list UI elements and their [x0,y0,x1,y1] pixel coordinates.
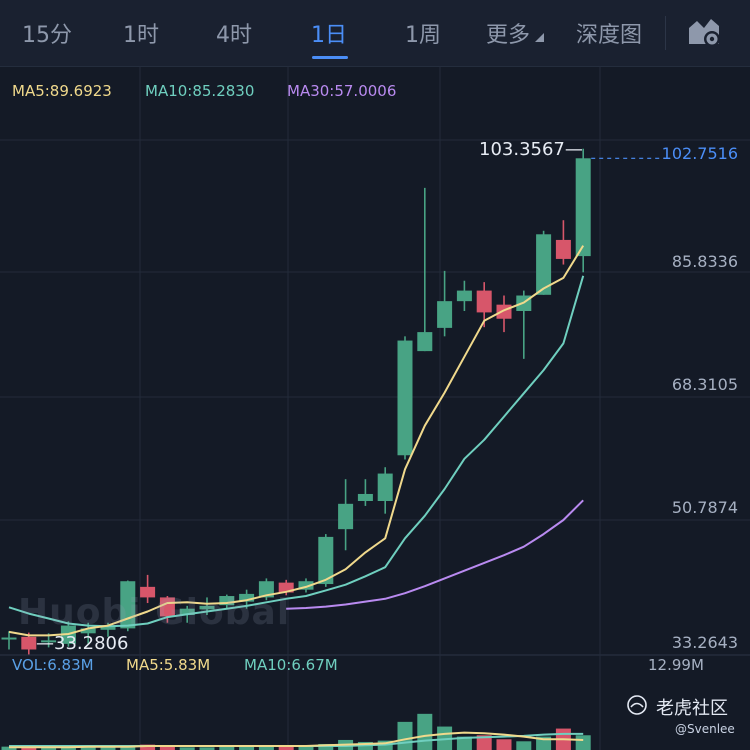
candle-body [456,290,472,302]
volume-bar [397,721,413,750]
tab-depth-chart[interactable]: 深度图 [576,23,643,48]
volume-bar [417,713,433,750]
volume-ma5: MA5:5.83M [126,656,211,674]
volume-bar [456,736,472,750]
candle-body [476,290,492,313]
volume-bar [437,726,453,750]
volume-bar [239,746,255,750]
volume-bar [476,735,492,750]
volume-ma5-line [9,731,584,749]
volume-bar [298,745,314,750]
volume-max-label: 12.99M [648,656,704,674]
volume-bar [516,741,532,750]
tab-1-day[interactable]: 1日 [311,23,347,48]
high-price-value: 103.3567 [479,139,565,160]
tab-15-minutes[interactable]: 15分 [22,23,72,48]
ma30-line [286,499,584,610]
timeframe-tab-bar: 15分 1时 4时 1日 1周 更多 深度图 [0,0,750,67]
candle-body [555,239,571,259]
exchange-watermark: Huobi Global [18,592,291,633]
volume-bar [140,744,156,750]
candle-body [21,636,37,650]
ma30-legend: MA30:57.0006 [287,82,397,100]
candle-body [199,605,215,610]
tab-divider [665,16,666,50]
volume-bar [575,735,591,750]
candle-body [318,536,334,585]
candle-body [575,158,591,257]
candle-body [417,332,433,352]
tab-4-hours[interactable]: 4时 [216,23,252,48]
tab-more[interactable]: 更多 [486,17,545,49]
candle-body [239,593,255,602]
volume-ma10: MA10:6.67M [244,656,338,674]
candle-body [140,586,156,598]
tab-1-hour[interactable]: 1时 [123,23,159,48]
volume-bar [159,745,175,750]
candle-body [258,581,274,598]
volume-bar [80,747,96,750]
high-price-annotation: 103.3567— [479,139,583,160]
price-tick-2: 68.3105 [671,375,738,394]
ma10-line [8,275,585,628]
volume-bar [199,747,215,750]
volume-bar [1,746,17,750]
candle-body [80,628,96,634]
price-tick-1: 85.8336 [671,252,738,271]
ma-legend: MA5:89.6923 MA10:85.2830 MA30:57.0006 [0,82,750,106]
low-price-value: 33.2806 [54,633,129,654]
current-price-label: 102.7516 [661,144,738,163]
volume-bar [219,746,235,750]
more-caret-icon [535,33,545,42]
author-handle: @Svenlee [675,722,735,736]
candle-body [278,582,294,593]
candle-body [357,493,373,502]
ma5-legend: MA5:89.6923 [12,82,112,100]
candle-body [338,503,354,530]
candle-body [298,581,314,590]
volume-bar [21,747,37,750]
volume-bar [496,739,512,750]
candle-body [1,637,17,640]
candle-body [41,640,57,643]
candle-body [536,234,552,295]
chart-settings-icon[interactable] [686,14,722,50]
volume-bar [258,745,274,750]
volume-bar [278,746,294,750]
tiger-community-logo-icon [627,695,647,715]
price-tick-3: 50.7874 [671,498,738,517]
candle-body [219,596,235,606]
volume-value: VOL:6.83M [12,656,94,674]
active-tab-indicator [312,56,348,59]
brand-name: 老虎社区 [656,698,728,719]
price-tick-4: 33.2643 [671,633,738,652]
candle-body [437,301,453,328]
candle-body [496,304,512,319]
tab-1-week[interactable]: 1周 [405,23,441,48]
candle-body [179,608,195,616]
ma10-legend: MA10:85.2830 [145,82,255,100]
volume-bar [179,747,195,750]
candle-body [377,473,393,502]
volume-bar [41,747,57,750]
ma5-line [8,245,585,637]
candle-body [397,340,413,456]
volume-bar [100,746,116,750]
volume-bar [60,746,76,750]
low-price-annotation: —33.2806 [36,633,129,654]
tab-more-label: 更多 [486,23,531,48]
candle-body [100,625,116,630]
